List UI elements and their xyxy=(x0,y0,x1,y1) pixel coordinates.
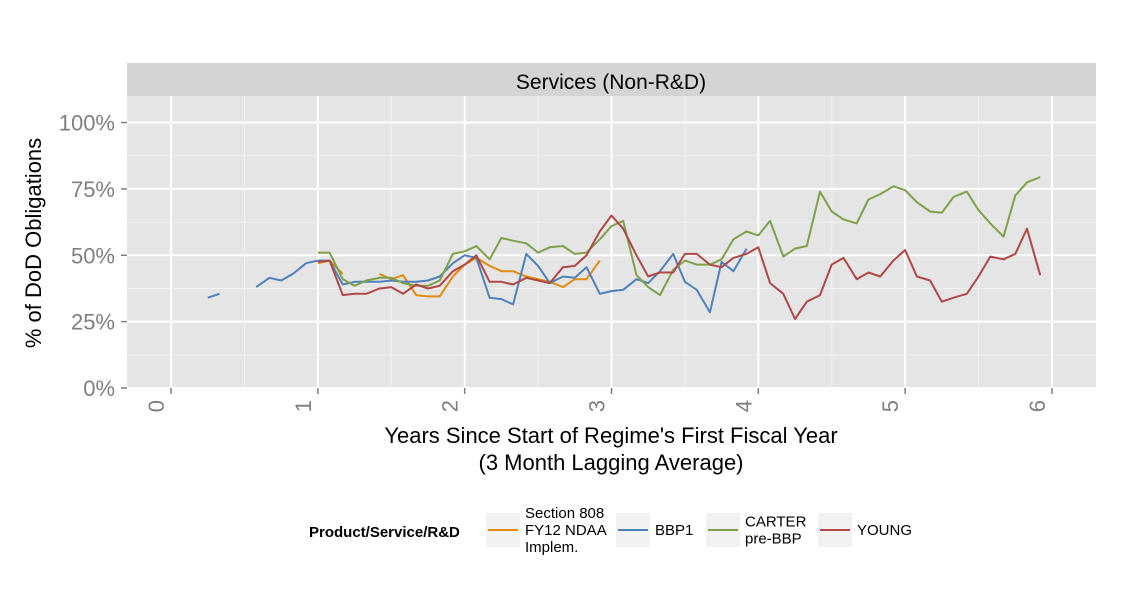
x-tick-label: 2 xyxy=(438,400,463,412)
legend-label: BBP1 xyxy=(655,522,693,539)
x-tick-label: 6 xyxy=(1025,400,1050,412)
facet-title: Services (Non-R&D) xyxy=(516,71,706,94)
legend-title: Product/Service/R&D xyxy=(309,524,460,541)
x-tick-label: 3 xyxy=(585,400,610,412)
legend-label: YOUNG xyxy=(857,522,912,539)
x-axis: 0 1 2 3 4 5 6 xyxy=(144,388,1053,412)
legend-label: pre-BBP xyxy=(745,531,802,548)
series-layer xyxy=(207,176,1042,320)
y-tick-label: 50% xyxy=(71,243,115,268)
y-axis: 0% 25% 50% 75% 100% xyxy=(59,111,127,401)
x-tick-label: 4 xyxy=(731,400,756,412)
legend-label: Section 808 xyxy=(525,505,604,522)
x-tick-label: 1 xyxy=(291,400,316,412)
legend-label: FY12 NDAA xyxy=(525,522,607,539)
y-tick-label: 100% xyxy=(59,111,115,136)
x-axis-subtitle: (3 Month Lagging Average) xyxy=(479,450,744,475)
y-tick-label: 75% xyxy=(71,177,115,202)
legend-label: CARTER xyxy=(745,514,807,531)
series-line xyxy=(317,214,1042,320)
series-line xyxy=(317,176,1041,297)
x-tick-label: 5 xyxy=(878,400,903,412)
series-line xyxy=(207,292,220,299)
x-tick-label: 0 xyxy=(144,400,169,412)
series-line xyxy=(379,256,601,298)
y-tick-label: 25% xyxy=(71,310,115,335)
facet-strip xyxy=(127,63,1096,96)
y-tick-label: 0% xyxy=(83,376,115,401)
series-line xyxy=(255,248,748,314)
y-axis-title: % of DoD Obligations xyxy=(21,138,46,348)
major-gridlines xyxy=(127,96,1096,389)
legend-label: Implem. xyxy=(525,539,578,556)
x-axis-title: Years Since Start of Regime's First Fisc… xyxy=(384,423,837,448)
